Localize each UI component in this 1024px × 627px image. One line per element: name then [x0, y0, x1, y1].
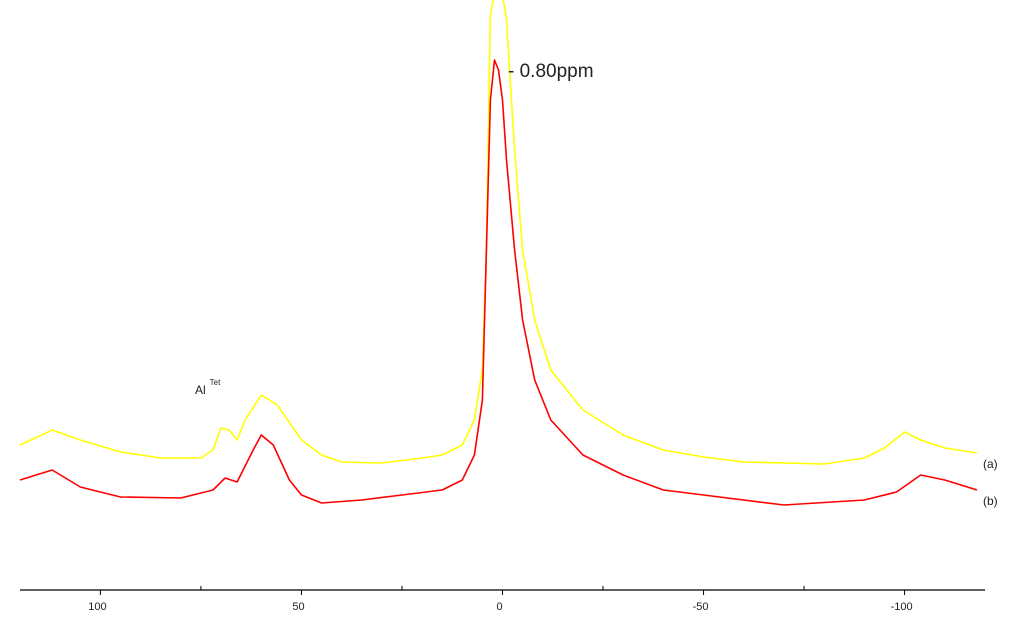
annotation-text: Al	[195, 383, 206, 397]
x-tick-label: 50	[292, 601, 304, 613]
x-tick-label: -100	[891, 601, 913, 613]
plot-area	[19, 0, 978, 506]
x-tick-label: -50	[693, 601, 709, 613]
x-tick-label: 100	[88, 601, 106, 613]
x-tick-label: 0	[496, 601, 502, 613]
peak-annotation: - 0.80ppm	[508, 61, 594, 82]
series-label: (b)	[983, 494, 998, 508]
annotation-superscript: Tet	[210, 378, 221, 387]
series-label: (a)	[983, 457, 998, 471]
annotation: Al Tet	[195, 378, 221, 397]
spectrum-line	[19, 0, 978, 465]
spectrum-line	[19, 59, 978, 506]
